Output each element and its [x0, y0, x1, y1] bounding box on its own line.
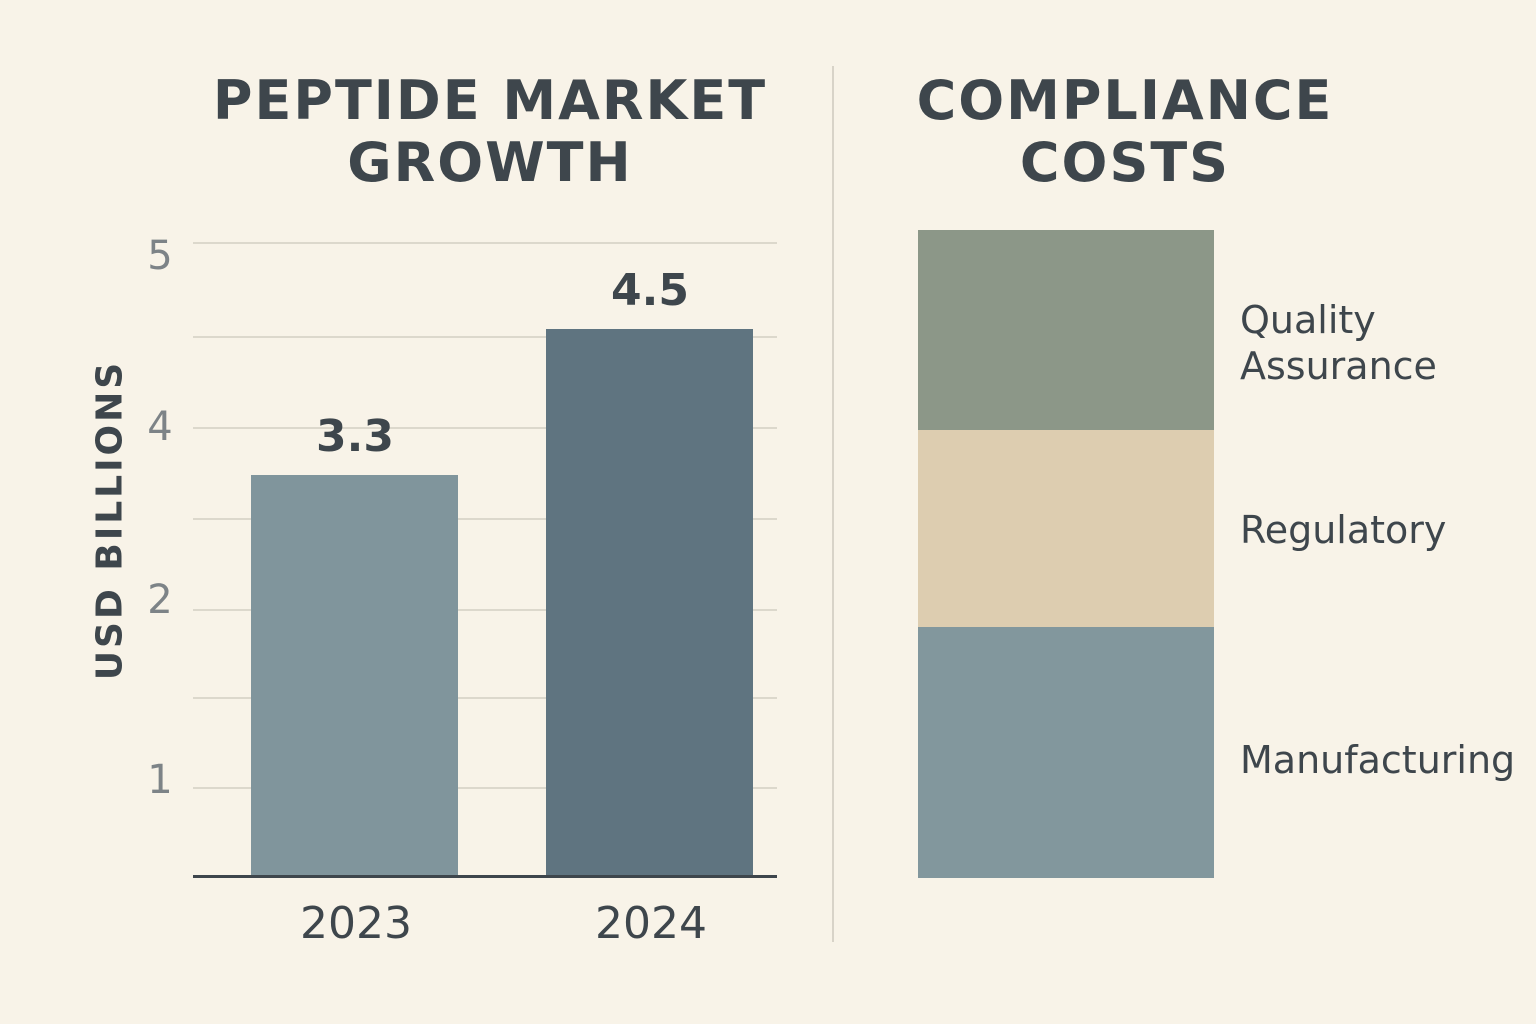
data-label-2023: 3.3: [316, 410, 394, 462]
y-tick-label: 2: [147, 577, 173, 623]
gridline: [193, 518, 777, 520]
divider: [832, 66, 834, 942]
y-tick-label: 1: [147, 757, 173, 803]
gridline: [193, 609, 777, 611]
gridline: [193, 242, 777, 244]
gridline: [193, 427, 777, 429]
gridline: [193, 336, 777, 338]
gridline: [193, 787, 777, 789]
segment-quality-assurance: [918, 230, 1214, 430]
chart-title-compliance-costs: COMPLIANCE COSTS: [916, 69, 1334, 194]
y-tick-label: 5: [147, 233, 173, 279]
x-axis-line: [193, 875, 777, 878]
segment-regulatory: [918, 430, 1214, 627]
y-tick-label: 4: [147, 404, 173, 450]
y-axis-label: USD BILLIONS: [89, 359, 131, 681]
segment-label-regulatory: Regulatory: [1240, 508, 1447, 552]
bar-2023: [251, 474, 458, 876]
chart-title-market-growth: PEPTIDE MARKET GROWTH: [212, 69, 768, 194]
bar-2024: [546, 329, 753, 876]
gridline: [193, 697, 777, 699]
segment-label-manufacturing: Manufacturing: [1240, 738, 1516, 782]
x-tick-label-2023: 2023: [300, 898, 412, 949]
segment-label-quality-assurance: Quality Assurance: [1240, 298, 1437, 388]
data-label-2024: 4.5: [611, 265, 689, 316]
segment-manufacturing: [918, 627, 1214, 878]
x-tick-label-2024: 2024: [595, 898, 707, 949]
